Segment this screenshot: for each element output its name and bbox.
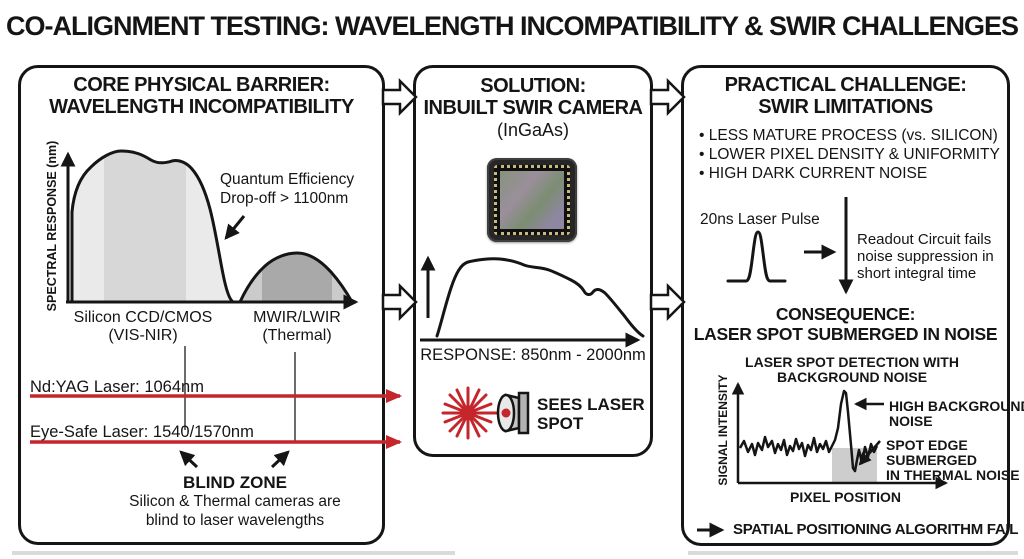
swir-limitation-bullet: • LOWER PIXEL DENSITY & UNIFORMITY [699, 146, 1000, 163]
blind-zone-title: BLIND ZONE [183, 473, 287, 492]
swir-limitation-bullet: • HIGH DARK CURRENT NOISE [699, 165, 928, 182]
qe-annotation-line2: Drop-off > 1100nm [220, 190, 349, 207]
readout-note-line1: Readout Circuit fails [857, 231, 992, 248]
swir-limitation-bullet: • LESS MATURE PROCESS (vs. SILICON) [699, 127, 998, 144]
spot-edge-annotation-line3: IN THERMAL NOISE [886, 467, 1020, 483]
sensor-pin-frame [494, 165, 570, 235]
qe-annotation-line1: Quantum Efficiency [220, 171, 355, 188]
algorithm-fail-label: SPATIAL POSITIONING ALGORITHM FAIL [733, 521, 1019, 538]
sees-laser-label-line1: SEES LASER [537, 395, 645, 414]
middle-panel-heading-line2: INBUILT SWIR CAMERA [423, 97, 644, 119]
panel-core-barrier [18, 65, 385, 545]
pixel-position-axis-label: PIXEL POSITION [790, 489, 901, 505]
x-label-thermal-line2: (Thermal) [262, 327, 332, 344]
sees-laser-label-line2: SPOT [537, 414, 584, 433]
block-arrow-icon [649, 282, 686, 322]
sensor-chip-image [487, 158, 577, 242]
eyesafe-laser-label: Eye-Safe Laser: 1540/1570nm [30, 423, 254, 441]
spot-edge-annotation-line2: SUBMERGED [886, 452, 978, 468]
consequence-line2: LASER SPOT SUBMERGED IN NOISE [693, 324, 998, 344]
x-label-silicon-line2: (VIS-NIR) [108, 327, 178, 344]
left-panel-heading-line2: WAVELENGTH INCOMPATIBILITY [49, 96, 354, 118]
spot-edge-annotation-line1: SPOT EDGE [886, 437, 968, 453]
sensor-die [500, 171, 564, 229]
middle-panel-heading-line3: (InGaAs) [496, 120, 570, 140]
readout-note-line2: noise suppression in [857, 248, 994, 265]
bottom-edge-shadow-right [688, 551, 1018, 555]
readout-note-line3: short integral time [857, 265, 977, 282]
x-label-silicon-line1: Silicon CCD/CMOS [73, 309, 213, 326]
page-title: CO-ALIGNMENT TESTING: WAVELENGTH INCOMPA… [6, 11, 1019, 41]
panel-practical-challenge [681, 65, 1010, 546]
bottom-edge-shadow-left [12, 551, 455, 555]
block-arrow-icon [381, 282, 418, 322]
block-arrow-icon [649, 77, 686, 117]
signal-intensity-axis-label: SIGNAL INTENSITY [716, 374, 730, 486]
left-panel-heading-line1: CORE PHYSICAL BARRIER: [73, 74, 330, 96]
right-panel-heading-line1: PRACTICAL CHALLENGE: [724, 74, 967, 96]
pulse-label: 20ns Laser Pulse [700, 211, 820, 228]
noise-chart-title-line2: BACKGROUND NOISE [776, 369, 928, 385]
block-arrow-icon [381, 77, 418, 117]
blind-zone-line1: Silicon & Thermal cameras are [129, 493, 341, 510]
middle-panel-heading-line1: SOLUTION: [480, 75, 586, 97]
spectral-y-axis-label: SPECTRAL RESPONSE (nm) [45, 140, 59, 312]
x-label-thermal-line1: MWIR/LWIR [253, 309, 341, 326]
blind-zone-line2: blind to laser wavelengths [145, 512, 325, 529]
ndyag-laser-label: Nd:YAG Laser: 1064nm [30, 378, 204, 396]
right-panel-heading-line2: SWIR LIMITATIONS [758, 96, 933, 118]
high-noise-annotation-line2: NOISE [889, 413, 933, 429]
noise-chart-title-line1: LASER SPOT DETECTION WITH [745, 354, 959, 370]
consequence-line1: CONSEQUENCE: [775, 304, 916, 324]
response-range-label: RESPONSE: 850nm - 2000nm [420, 346, 646, 364]
high-noise-annotation-line1: HIGH BACKGROUND [889, 398, 1024, 414]
